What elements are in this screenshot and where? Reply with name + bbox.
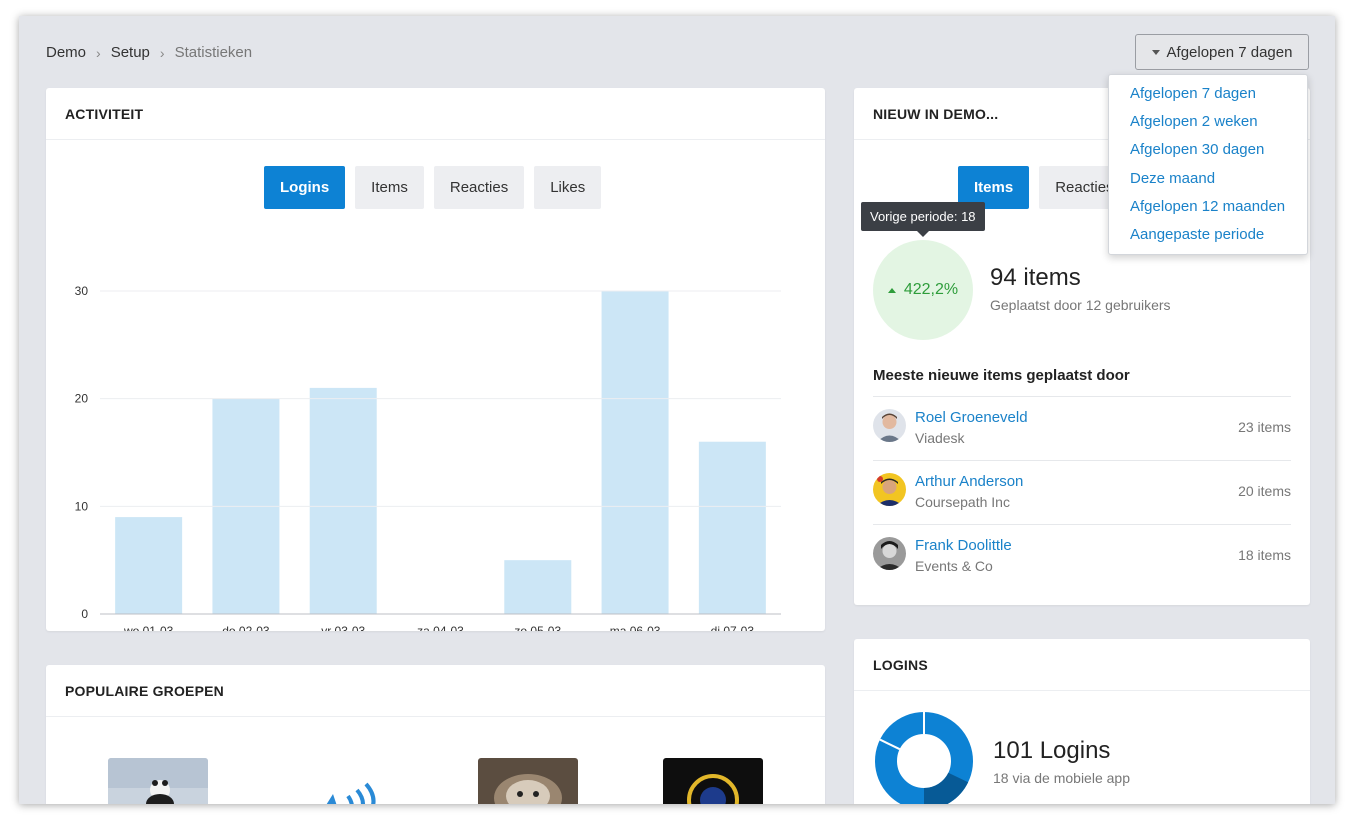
avatar[interactable] — [873, 537, 906, 570]
chart-bar[interactable] — [698, 441, 766, 614]
x-tick-label: zo 05-03 — [514, 624, 561, 631]
user-org: Coursepath Inc — [915, 494, 1010, 510]
growth-percentage: 422,2% — [903, 281, 959, 298]
tab-reacties[interactable]: Reacties — [433, 166, 525, 209]
new-in-demo-title: NIEUW IN DEMO... — [854, 88, 1310, 140]
group-thumbnail[interactable] — [663, 758, 763, 804]
period-selected-label: Afgelopen 7 dagen — [1166, 43, 1293, 61]
list-item: Frank Doolittle Events & Co 18 items — [873, 524, 1291, 588]
user-item-count: 18 items — [1238, 547, 1291, 563]
donut-segment-mobile — [875, 712, 973, 804]
y-tick-label: 20 — [75, 392, 89, 406]
period-option-7-days[interactable]: Afgelopen 7 dagen — [1130, 85, 1256, 102]
group-thumbnail[interactable] — [108, 758, 208, 804]
user-item-count: 20 items — [1238, 483, 1291, 499]
app-window: Demo › Setup › Statistieken Afgelopen 7 … — [19, 16, 1335, 804]
x-tick-label: di 07-03 — [711, 624, 755, 631]
logins-card-title: LOGINS — [854, 639, 1310, 691]
breadcrumb-current: Statistieken — [174, 44, 253, 61]
breadcrumb: Demo › Setup › Statistieken — [46, 44, 252, 61]
period-option-30-days[interactable]: Afgelopen 30 dagen — [1130, 141, 1265, 159]
period-option-12-months[interactable]: Afgelopen 12 maanden — [1130, 197, 1286, 215]
popular-groups-title: POPULAIRE GROEPEN — [46, 665, 825, 717]
user-name-link[interactable]: Arthur Anderson — [915, 473, 1024, 490]
tab-new-items[interactable]: Items — [958, 166, 1030, 209]
activity-card-title: ACTIVITEIT — [46, 88, 825, 140]
period-dropdown-menu: Afgelopen 7 dagen Afgelopen 2 weken Afge… — [1108, 74, 1308, 255]
chart-bar[interactable] — [601, 291, 669, 614]
items-subtitle: Geplaatst door 12 gebruikers — [990, 297, 1171, 313]
chevron-right-icon: › — [159, 44, 165, 61]
activity-card: ACTIVITEIT Logins Items Reacties Likes 0… — [46, 88, 825, 631]
arrow-up-icon — [887, 287, 896, 293]
logins-card: LOGINS 101 Logins 18 via de mobiele app — [854, 639, 1310, 804]
x-tick-label: do 02-03 — [222, 624, 270, 631]
items-count: 94 items — [990, 264, 1081, 291]
y-tick-label: 0 — [81, 607, 88, 621]
breadcrumb-demo[interactable]: Demo — [46, 44, 87, 61]
user-org: Viadesk — [915, 430, 965, 446]
period-dropdown-button[interactable]: Afgelopen 7 dagen — [1135, 34, 1309, 70]
avatar[interactable] — [873, 409, 906, 442]
list-item: Arthur Anderson Coursepath Inc 20 items — [873, 460, 1291, 524]
y-tick-label: 30 — [75, 284, 89, 298]
popular-groups-card: POPULAIRE GROEPEN — [46, 665, 825, 804]
logins-count: 101 Logins — [993, 737, 1111, 764]
period-option-2-weeks[interactable]: Afgelopen 2 weken — [1130, 113, 1258, 131]
tab-logins[interactable]: Logins — [264, 166, 346, 209]
chart-bar[interactable] — [309, 387, 377, 614]
breadcrumb-setup[interactable]: Setup — [110, 44, 150, 61]
tab-items[interactable]: Items — [355, 166, 424, 209]
top-posters-title: Meeste nieuwe items geplaatst door — [873, 367, 1130, 384]
group-thumbnail[interactable] — [478, 758, 578, 804]
chart-bar[interactable] — [115, 517, 183, 614]
list-item: Roel Groeneveld Viadesk 23 items — [873, 396, 1291, 460]
y-tick-label: 10 — [75, 499, 89, 513]
top-posters-list: Roel Groeneveld Viadesk 23 items Arthur … — [873, 396, 1291, 588]
tab-likes[interactable]: Likes — [534, 166, 602, 209]
user-item-count: 23 items — [1238, 419, 1291, 435]
chevron-right-icon: › — [96, 44, 101, 61]
user-name-link[interactable]: Frank Doolittle — [915, 537, 1012, 554]
x-tick-label: za 04-03 — [417, 624, 464, 631]
user-name-link[interactable]: Roel Groeneveld — [915, 409, 1028, 426]
x-tick-label: wo 01-03 — [123, 624, 174, 631]
x-tick-label: vr 03-03 — [321, 624, 365, 631]
group-thumbnail[interactable] — [293, 758, 393, 804]
logins-donut-chart — [875, 712, 973, 804]
growth-indicator: 422,2% — [873, 240, 973, 340]
period-option-this-month[interactable]: Deze maand — [1130, 169, 1216, 187]
user-org: Events & Co — [915, 558, 993, 574]
avatar[interactable] — [873, 473, 906, 506]
activity-tabs: Logins Items Reacties Likes — [264, 166, 602, 209]
x-tick-label: ma 06-03 — [610, 624, 661, 631]
chart-bar[interactable] — [504, 560, 572, 614]
caret-down-icon — [1151, 49, 1160, 55]
activity-bar-chart: 0 10 20 30 wo 01-03 do 02-03 vr 03-03 za 04-03 z… — [75, 284, 781, 631]
logins-mobile-subtitle: 18 via de mobiele app — [993, 770, 1130, 786]
period-option-custom[interactable]: Aangepaste periode — [1130, 225, 1265, 243]
donut-divider — [879, 738, 901, 751]
previous-period-tooltip: Vorige periode: 18 — [861, 202, 985, 237]
